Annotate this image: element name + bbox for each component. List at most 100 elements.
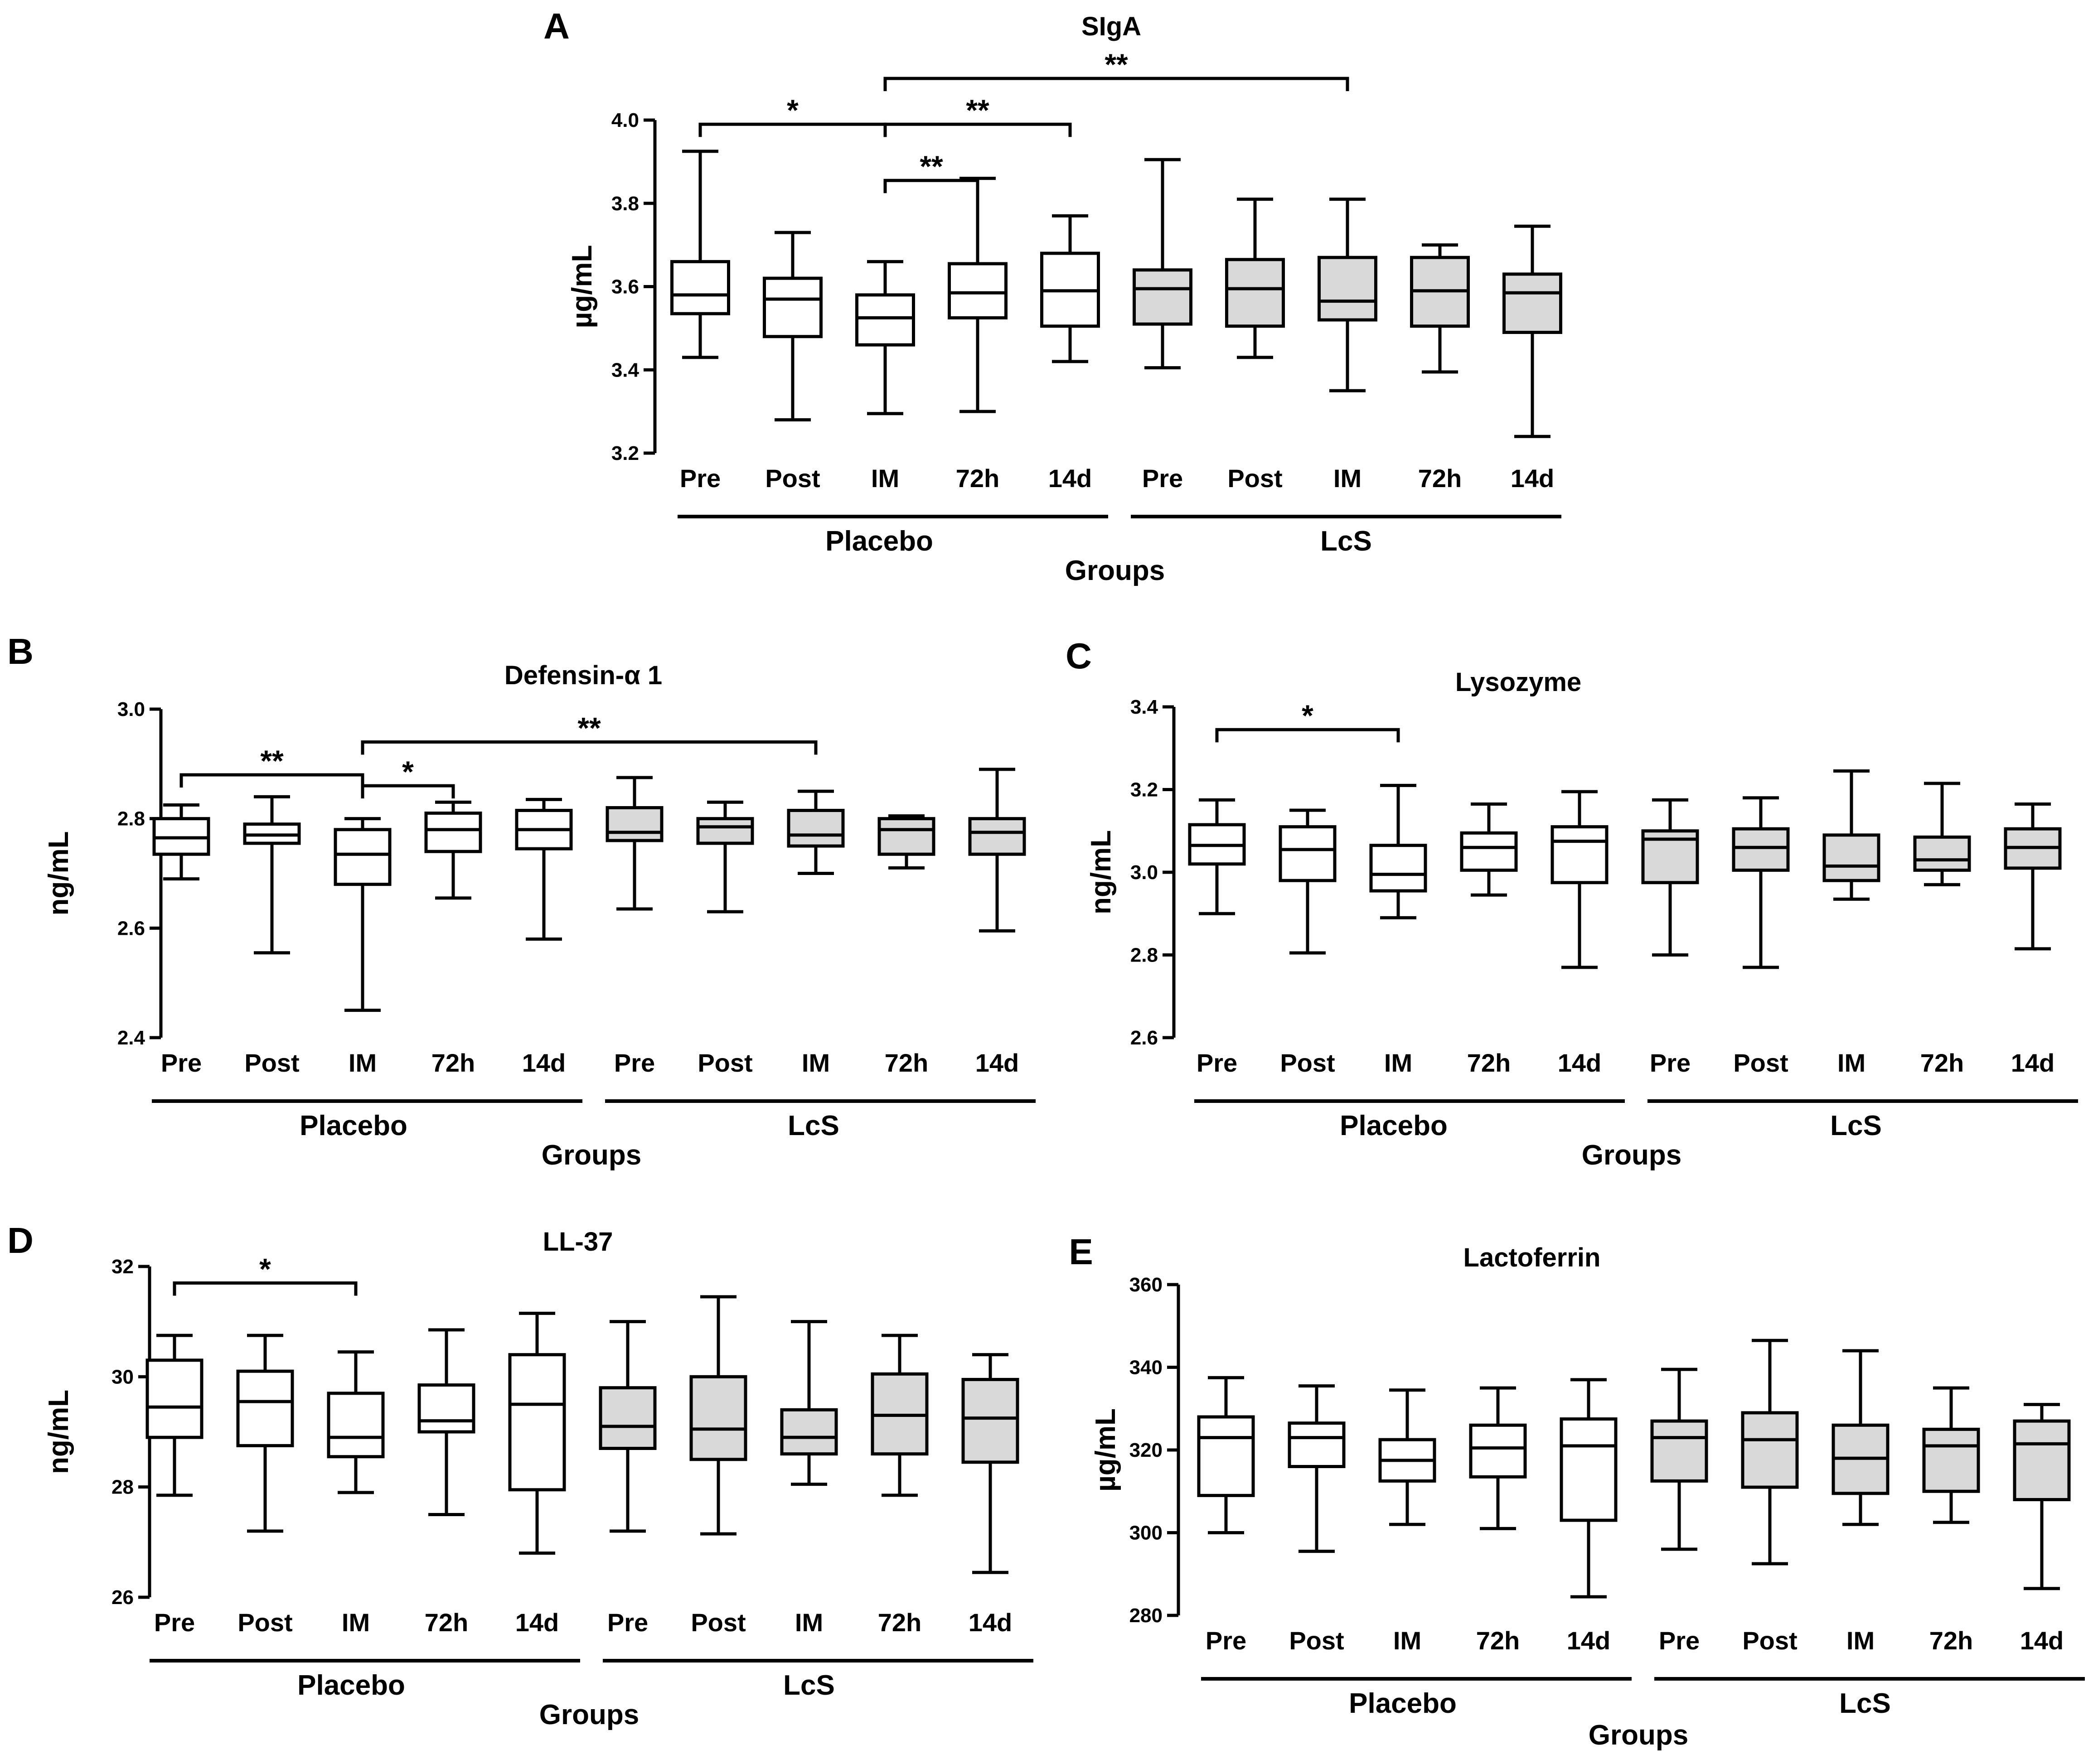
box-iqr bbox=[1469, 1423, 1527, 1479]
box-post-placebo bbox=[243, 795, 301, 955]
box-iqr bbox=[877, 817, 935, 856]
significance-label: * bbox=[787, 93, 799, 127]
box-iqr bbox=[1913, 835, 1971, 872]
box-im-placebo bbox=[855, 260, 915, 416]
significance-label: ** bbox=[260, 744, 284, 778]
group-label-lcs: LcS bbox=[1320, 526, 1372, 557]
x-axis-label: Groups bbox=[542, 1140, 641, 1171]
x-tick-label: IM bbox=[1846, 1626, 1875, 1655]
x-tick-label: 14d bbox=[1048, 464, 1092, 493]
x-tick-label: 72h bbox=[956, 464, 1000, 493]
x-tick-label: Pre bbox=[1142, 464, 1183, 493]
x-tick-label: 14d bbox=[1567, 1626, 1611, 1655]
box-72h-placebo bbox=[948, 177, 1008, 413]
x-tick-label: IM bbox=[342, 1608, 370, 1637]
box-iqr bbox=[780, 1408, 838, 1456]
x-tick-label: Pre bbox=[614, 1049, 655, 1077]
x-tick-label: Pre bbox=[1659, 1626, 1700, 1655]
box-14d-placebo bbox=[1040, 214, 1100, 363]
chart-title: SIgA bbox=[1081, 12, 1141, 41]
y-tick-label: 360 bbox=[1129, 1274, 1163, 1296]
x-tick-label: Pre bbox=[1650, 1049, 1691, 1077]
box-iqr bbox=[1279, 825, 1337, 882]
box-iqr bbox=[417, 1383, 475, 1434]
box-iqr bbox=[855, 293, 915, 347]
box-14d-lcs bbox=[1502, 224, 1562, 438]
x-tick-label: IM bbox=[1333, 464, 1362, 493]
box-iqr bbox=[1288, 1421, 1346, 1468]
x-tick-label: Pre bbox=[1206, 1626, 1246, 1655]
y-tick-label: 3.0 bbox=[117, 698, 145, 720]
box-14d-lcs bbox=[961, 1353, 1019, 1574]
box-iqr bbox=[236, 1369, 294, 1447]
x-tick-label: Post bbox=[1289, 1626, 1344, 1655]
x-tick-label: Pre bbox=[1197, 1049, 1237, 1077]
x-tick-label: IM bbox=[1393, 1626, 1421, 1655]
box-post-lcs bbox=[689, 1295, 747, 1536]
x-tick-label: Post bbox=[1227, 464, 1282, 493]
bracket-line bbox=[361, 740, 818, 755]
box-14d-placebo bbox=[515, 797, 573, 941]
significance-label: * bbox=[402, 755, 414, 788]
box-iqr bbox=[968, 817, 1026, 856]
box-post-placebo bbox=[236, 1334, 294, 1533]
x-tick-label: Post bbox=[244, 1049, 299, 1077]
box-14d-placebo bbox=[1560, 1378, 1618, 1599]
significance-label: ** bbox=[966, 93, 989, 127]
x-tick-label: Post bbox=[1742, 1626, 1797, 1655]
bracket-line bbox=[361, 784, 455, 799]
panel-letter: D bbox=[7, 1220, 34, 1261]
box-14d-lcs bbox=[2013, 1403, 2071, 1590]
bracket-line bbox=[173, 1281, 358, 1296]
box-iqr bbox=[334, 828, 392, 886]
group-label-lcs: LcS bbox=[783, 1670, 835, 1701]
box-iqr bbox=[1225, 258, 1285, 328]
significance-bracket: ** bbox=[883, 150, 979, 193]
box-post-lcs bbox=[1741, 1339, 1799, 1566]
x-tick-label: Post bbox=[1280, 1049, 1335, 1077]
box-72h-lcs bbox=[1922, 1386, 1980, 1524]
panel-c: C Lysozyme 2.6 2.8 3.0 3.2 3.4 ng/mL Pre Post IM 72… bbox=[1066, 636, 2078, 1171]
box-iqr bbox=[1133, 268, 1192, 326]
box-iqr bbox=[327, 1392, 385, 1459]
group-label-lcs: LcS bbox=[788, 1110, 839, 1141]
chart-title: Defensin-α 1 bbox=[504, 661, 662, 690]
y-tick-label: 2.8 bbox=[117, 808, 145, 830]
significance-bracket: ** bbox=[179, 744, 364, 788]
box-post-placebo bbox=[763, 231, 823, 421]
x-axis-label: Groups bbox=[1589, 1720, 1688, 1751]
x-tick-label: Pre bbox=[154, 1608, 195, 1637]
panel-b: B Defensin-α 1 2.4 2.6 2.8 3.0 ng/mL Pre Post IM 7… bbox=[7, 631, 1036, 1171]
x-tick-label: 72h bbox=[431, 1049, 475, 1077]
x-tick-label: Post bbox=[1733, 1049, 1788, 1077]
box-14d-lcs bbox=[2004, 802, 2062, 951]
box-iqr bbox=[424, 812, 482, 853]
box-iqr bbox=[599, 1386, 657, 1450]
x-tick-label: Post bbox=[765, 464, 820, 493]
x-tick-label: 72h bbox=[1929, 1626, 1973, 1655]
y-tick-label: 26 bbox=[111, 1586, 134, 1609]
significance-label: * bbox=[259, 1252, 271, 1286]
box-72h-lcs bbox=[877, 814, 935, 870]
box-post-placebo bbox=[1279, 808, 1337, 955]
y-axis-label: µg/mL bbox=[1090, 1408, 1121, 1492]
x-tick-label: Pre bbox=[680, 464, 721, 493]
box-iqr bbox=[670, 260, 730, 315]
box-iqr bbox=[1369, 844, 1427, 893]
panel-letter: E bbox=[1069, 1232, 1093, 1272]
panel-a: A SIgA 3.2 3.4 3.6 3.8 4.0 µg/mL Pre Post IM 72h 14d… bbox=[543, 6, 1562, 586]
y-tick-label: 3.0 bbox=[1130, 861, 1158, 884]
x-tick-label: Post bbox=[237, 1608, 292, 1637]
y-tick-label: 2.6 bbox=[117, 917, 145, 939]
x-tick-label: 14d bbox=[2011, 1049, 2055, 1077]
x-tick-label: 72h bbox=[1476, 1626, 1520, 1655]
y-tick-label: 3.2 bbox=[1130, 779, 1158, 801]
significance-label: ** bbox=[1105, 48, 1128, 81]
group-label-placebo: Placebo bbox=[825, 526, 933, 557]
box-iqr bbox=[696, 817, 754, 845]
bracket-line bbox=[883, 77, 1349, 92]
y-tick-label: 3.2 bbox=[611, 442, 639, 464]
group-label-placebo: Placebo bbox=[1340, 1110, 1448, 1141]
box-iqr bbox=[1650, 1419, 1708, 1483]
box-72h-placebo bbox=[1469, 1386, 1527, 1530]
